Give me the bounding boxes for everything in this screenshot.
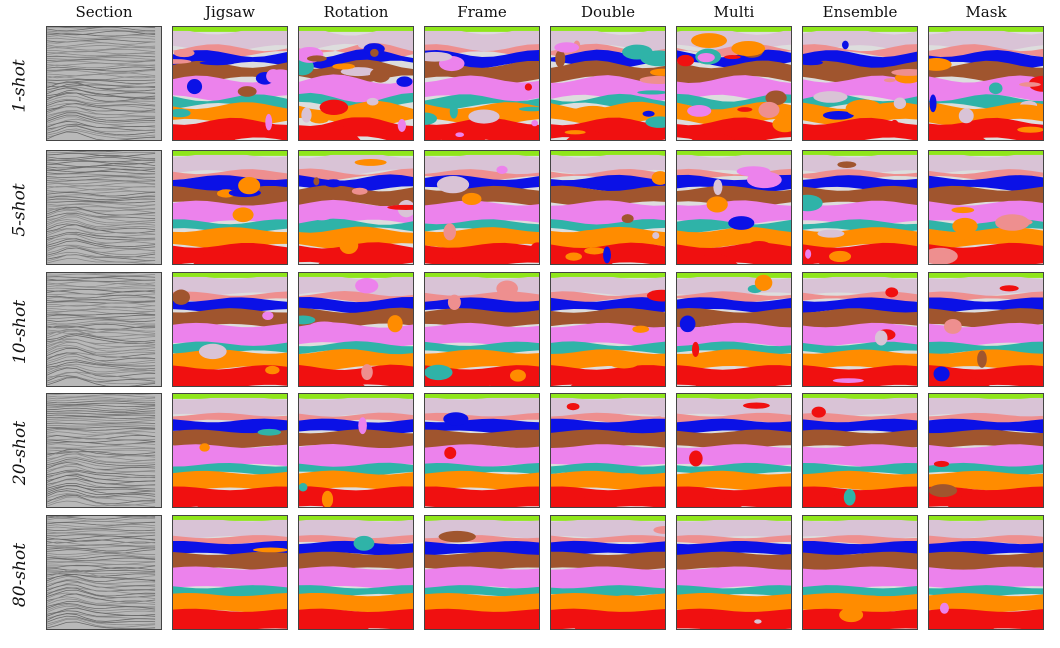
segmentation-map-icon bbox=[929, 273, 1043, 386]
segmentation-map-icon bbox=[677, 273, 791, 386]
segmentation-map-icon bbox=[425, 27, 539, 140]
segmentation-map-icon bbox=[803, 273, 917, 386]
segmentation-map-icon bbox=[803, 394, 917, 507]
column-title-mask: Mask bbox=[965, 3, 1007, 21]
segmentation-panel-jigsaw-1-shot bbox=[172, 26, 288, 141]
segmentation-panel-frame-10-shot bbox=[424, 272, 540, 387]
row-label-text: 80-shot bbox=[10, 542, 30, 608]
segmentation-map-icon bbox=[551, 27, 665, 140]
seismic-section-icon bbox=[47, 516, 161, 629]
row-label-20-shot: 20-shot bbox=[0, 393, 40, 513]
seismic-section-icon bbox=[47, 27, 161, 140]
segmentation-panel-multi-1-shot bbox=[676, 26, 792, 141]
seismic-section-icon bbox=[47, 273, 161, 386]
segmentation-map-icon bbox=[929, 394, 1043, 507]
segmentation-panel-ensemble-5-shot bbox=[802, 150, 918, 265]
segmentation-panel-multi-80-shot bbox=[676, 515, 792, 630]
segmentation-map-icon bbox=[173, 394, 287, 507]
column-title-section: Section bbox=[75, 3, 133, 21]
segmentation-panel-frame-5-shot bbox=[424, 150, 540, 265]
seismic-section-panel-section-5-shot bbox=[46, 150, 162, 265]
column-title-rotation: Rotation bbox=[323, 3, 389, 21]
segmentation-map-icon bbox=[929, 516, 1043, 629]
column-header-bar: Section Jigsaw Rotation Frame Double Multi Ens… bbox=[0, 0, 1060, 24]
segmentation-panel-double-20-shot bbox=[550, 393, 666, 508]
seismic-section-icon bbox=[47, 151, 161, 264]
row-label-80-shot: 80-shot bbox=[0, 515, 40, 635]
segmentation-panel-multi-5-shot bbox=[676, 150, 792, 265]
segmentation-panel-double-1-shot bbox=[550, 26, 666, 141]
row-label-text: 1-shot bbox=[10, 59, 30, 113]
segmentation-panel-jigsaw-5-shot bbox=[172, 150, 288, 265]
segmentation-panel-rotation-5-shot bbox=[298, 150, 414, 265]
segmentation-map-icon bbox=[299, 273, 413, 386]
seismic-section-panel-section-1-shot bbox=[46, 26, 162, 141]
column-title-double: Double bbox=[581, 3, 635, 21]
segmentation-panel-ensemble-10-shot bbox=[802, 272, 918, 387]
segmentation-map-icon bbox=[299, 27, 413, 140]
segmentation-panel-ensemble-20-shot bbox=[802, 393, 918, 508]
segmentation-panel-rotation-80-shot bbox=[298, 515, 414, 630]
row-label-text: 20-shot bbox=[10, 420, 30, 486]
column-title-multi: Multi bbox=[713, 3, 755, 21]
segmentation-map-icon bbox=[677, 516, 791, 629]
segmentation-map-icon bbox=[551, 273, 665, 386]
segmentation-map-icon bbox=[173, 273, 287, 386]
row-label-10-shot: 10-shot bbox=[0, 272, 40, 392]
column-title-ensemble: Ensemble bbox=[822, 3, 898, 21]
segmentation-panel-mask-20-shot bbox=[928, 393, 1044, 508]
segmentation-panel-ensemble-1-shot bbox=[802, 26, 918, 141]
seismic-section-panel-section-80-shot bbox=[46, 515, 162, 630]
segmentation-panel-double-10-shot bbox=[550, 272, 666, 387]
seismic-section-icon bbox=[47, 394, 161, 507]
segmentation-map-icon bbox=[677, 151, 791, 264]
seismic-section-panel-section-10-shot bbox=[46, 272, 162, 387]
segmentation-panel-frame-80-shot bbox=[424, 515, 540, 630]
segmentation-map-icon bbox=[551, 151, 665, 264]
segmentation-panel-mask-5-shot bbox=[928, 150, 1044, 265]
segmentation-panel-multi-10-shot bbox=[676, 272, 792, 387]
segmentation-panel-mask-1-shot bbox=[928, 26, 1044, 141]
segmentation-panel-double-5-shot bbox=[550, 150, 666, 265]
segmentation-map-icon bbox=[299, 516, 413, 629]
segmentation-map-icon bbox=[425, 151, 539, 264]
segmentation-panel-double-80-shot bbox=[550, 515, 666, 630]
segmentation-map-icon bbox=[299, 394, 413, 507]
segmentation-panel-mask-80-shot bbox=[928, 515, 1044, 630]
segmentation-map-icon bbox=[173, 151, 287, 264]
column-title-frame: Frame bbox=[457, 3, 507, 21]
row-label-text: 5-shot bbox=[10, 183, 30, 237]
segmentation-panel-frame-1-shot bbox=[424, 26, 540, 141]
segmentation-panel-rotation-10-shot bbox=[298, 272, 414, 387]
segmentation-panel-ensemble-80-shot bbox=[802, 515, 918, 630]
segmentation-map-icon bbox=[299, 151, 413, 264]
segmentation-panel-multi-20-shot bbox=[676, 393, 792, 508]
segmentation-map-icon bbox=[425, 516, 539, 629]
segmentation-map-icon bbox=[677, 27, 791, 140]
segmentation-map-icon bbox=[173, 27, 287, 140]
segmentation-panel-jigsaw-20-shot bbox=[172, 393, 288, 508]
segmentation-map-icon bbox=[677, 394, 791, 507]
segmentation-panel-mask-10-shot bbox=[928, 272, 1044, 387]
row-label-1-shot: 1-shot bbox=[0, 26, 40, 146]
row-label-5-shot: 5-shot bbox=[0, 150, 40, 270]
segmentation-map-icon bbox=[551, 516, 665, 629]
segmentation-map-icon bbox=[929, 27, 1043, 140]
segmentation-map-icon bbox=[803, 151, 917, 264]
segmentation-panel-jigsaw-10-shot bbox=[172, 272, 288, 387]
segmentation-map-icon bbox=[551, 394, 665, 507]
segmentation-map-icon bbox=[929, 151, 1043, 264]
column-title-jigsaw: Jigsaw bbox=[205, 3, 255, 21]
segmentation-panel-jigsaw-80-shot bbox=[172, 515, 288, 630]
segmentation-panel-rotation-20-shot bbox=[298, 393, 414, 508]
segmentation-map-icon bbox=[425, 273, 539, 386]
segmentation-panel-frame-20-shot bbox=[424, 393, 540, 508]
segmentation-map-icon bbox=[173, 516, 287, 629]
segmentation-map-icon bbox=[803, 516, 917, 629]
seismic-section-panel-section-20-shot bbox=[46, 393, 162, 508]
row-label-text: 10-shot bbox=[10, 299, 30, 365]
segmentation-map-icon bbox=[803, 27, 917, 140]
segmentation-map-icon bbox=[425, 394, 539, 507]
segmentation-panel-rotation-1-shot bbox=[298, 26, 414, 141]
